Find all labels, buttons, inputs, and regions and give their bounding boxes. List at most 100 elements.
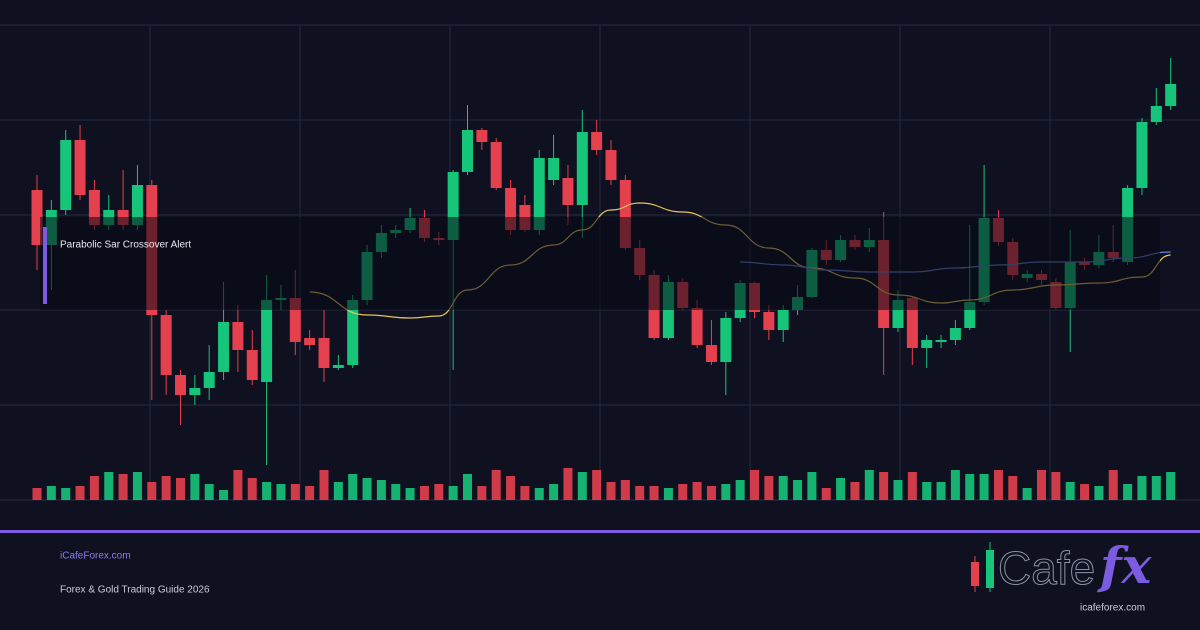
volume-bar [491, 470, 501, 500]
candle-body [906, 298, 918, 348]
logo: Cafe fx icafeforex.com [971, 536, 1153, 614]
volume-bar [405, 488, 415, 500]
candle-body [691, 308, 703, 345]
volume-bar [592, 470, 602, 500]
volume-bar [233, 470, 243, 500]
candle-body [576, 132, 588, 205]
volume-bar [663, 488, 673, 500]
candle-body [218, 322, 230, 372]
candle-body [763, 312, 775, 330]
volume-bar [376, 480, 386, 500]
logo-url: icafeforex.com [1080, 603, 1145, 614]
volume-bar [434, 484, 444, 500]
volume-bar [936, 482, 946, 500]
volume-bar [190, 474, 200, 500]
volume-bar [620, 480, 630, 500]
volume-bar [1108, 470, 1118, 500]
volume-bar [305, 486, 315, 500]
volume-bar [448, 486, 458, 500]
alert-marker [43, 227, 47, 304]
candle-body [1136, 122, 1148, 188]
volume-bar [1080, 484, 1090, 500]
volume-bar [290, 484, 300, 500]
candle-body [189, 388, 201, 395]
candle-body [476, 130, 488, 142]
volume-bar [1037, 470, 1046, 500]
candle-body [347, 300, 359, 365]
volume-bar [979, 474, 989, 500]
candle-body [74, 140, 86, 195]
candle-body [705, 345, 717, 362]
candle-body [160, 315, 172, 375]
volume-bar [836, 478, 846, 500]
volume-bar [721, 484, 731, 500]
volume-bar [362, 478, 372, 500]
volume-bar [276, 484, 286, 500]
volume-bar [735, 480, 745, 500]
candle-body [318, 338, 330, 368]
volume-bar [1123, 484, 1133, 500]
candle-body [462, 130, 473, 172]
divider [0, 530, 1200, 533]
volume-bar [147, 482, 157, 500]
candle-body [533, 158, 545, 230]
candle-body [332, 365, 344, 368]
volume-bar [1051, 472, 1061, 500]
volume-bar [247, 478, 257, 500]
candle-body [31, 190, 43, 245]
volume-bar [922, 482, 932, 500]
logo-main: Cafe [998, 542, 1095, 594]
volume-bar [606, 482, 616, 500]
candle-body [505, 188, 517, 230]
volume-bar [678, 484, 688, 500]
candle-body [246, 350, 258, 380]
volume-bar [262, 482, 272, 500]
volume-bar [61, 488, 71, 500]
tagline: Forex & Gold Trading Guide 2026 [60, 585, 210, 596]
volume-bar [1137, 476, 1147, 500]
volume-bar [950, 470, 960, 500]
volume-bar [549, 484, 559, 500]
volume-bar [649, 486, 659, 500]
candle-body [60, 140, 72, 210]
candle-body [720, 318, 732, 362]
volume-bar [219, 490, 229, 500]
logo-accent: fx [1097, 536, 1153, 595]
volume-bar [577, 472, 587, 500]
volume-bar [348, 474, 358, 500]
volume-bar [907, 472, 917, 500]
candle-body [447, 172, 459, 240]
volume-bar [1022, 488, 1032, 500]
volume-bar [477, 486, 487, 500]
volume-bar [89, 476, 99, 500]
volume-bar [635, 486, 645, 500]
volume-bar [204, 484, 214, 500]
site-link[interactable]: iCafeForex.com [60, 551, 131, 562]
volume-bar [463, 474, 472, 500]
candle-body [964, 302, 976, 328]
volume-bar [821, 488, 831, 500]
candle-body [175, 375, 186, 395]
volume-bar [161, 476, 171, 500]
volume-bar [864, 470, 874, 500]
volume-bar [1166, 472, 1176, 500]
candle-body [203, 372, 215, 388]
volume-bar [793, 480, 803, 500]
volume-bar [1151, 476, 1161, 500]
candle-body [562, 178, 574, 205]
volume-bar [706, 486, 716, 500]
volume-bar [879, 472, 889, 500]
volume-bar [419, 486, 429, 500]
volume-bar [75, 486, 85, 500]
volume-bar [993, 470, 1003, 500]
volume-bar [506, 476, 516, 500]
volume-bar [1094, 486, 1104, 500]
candle-body [304, 338, 316, 345]
volume-bar [692, 482, 702, 500]
volume-bar [965, 474, 975, 500]
volume-bar [333, 482, 343, 500]
candle-body [892, 300, 904, 328]
volume-bar [520, 486, 530, 500]
alert-band [40, 217, 1160, 310]
volume-bar [391, 484, 401, 500]
